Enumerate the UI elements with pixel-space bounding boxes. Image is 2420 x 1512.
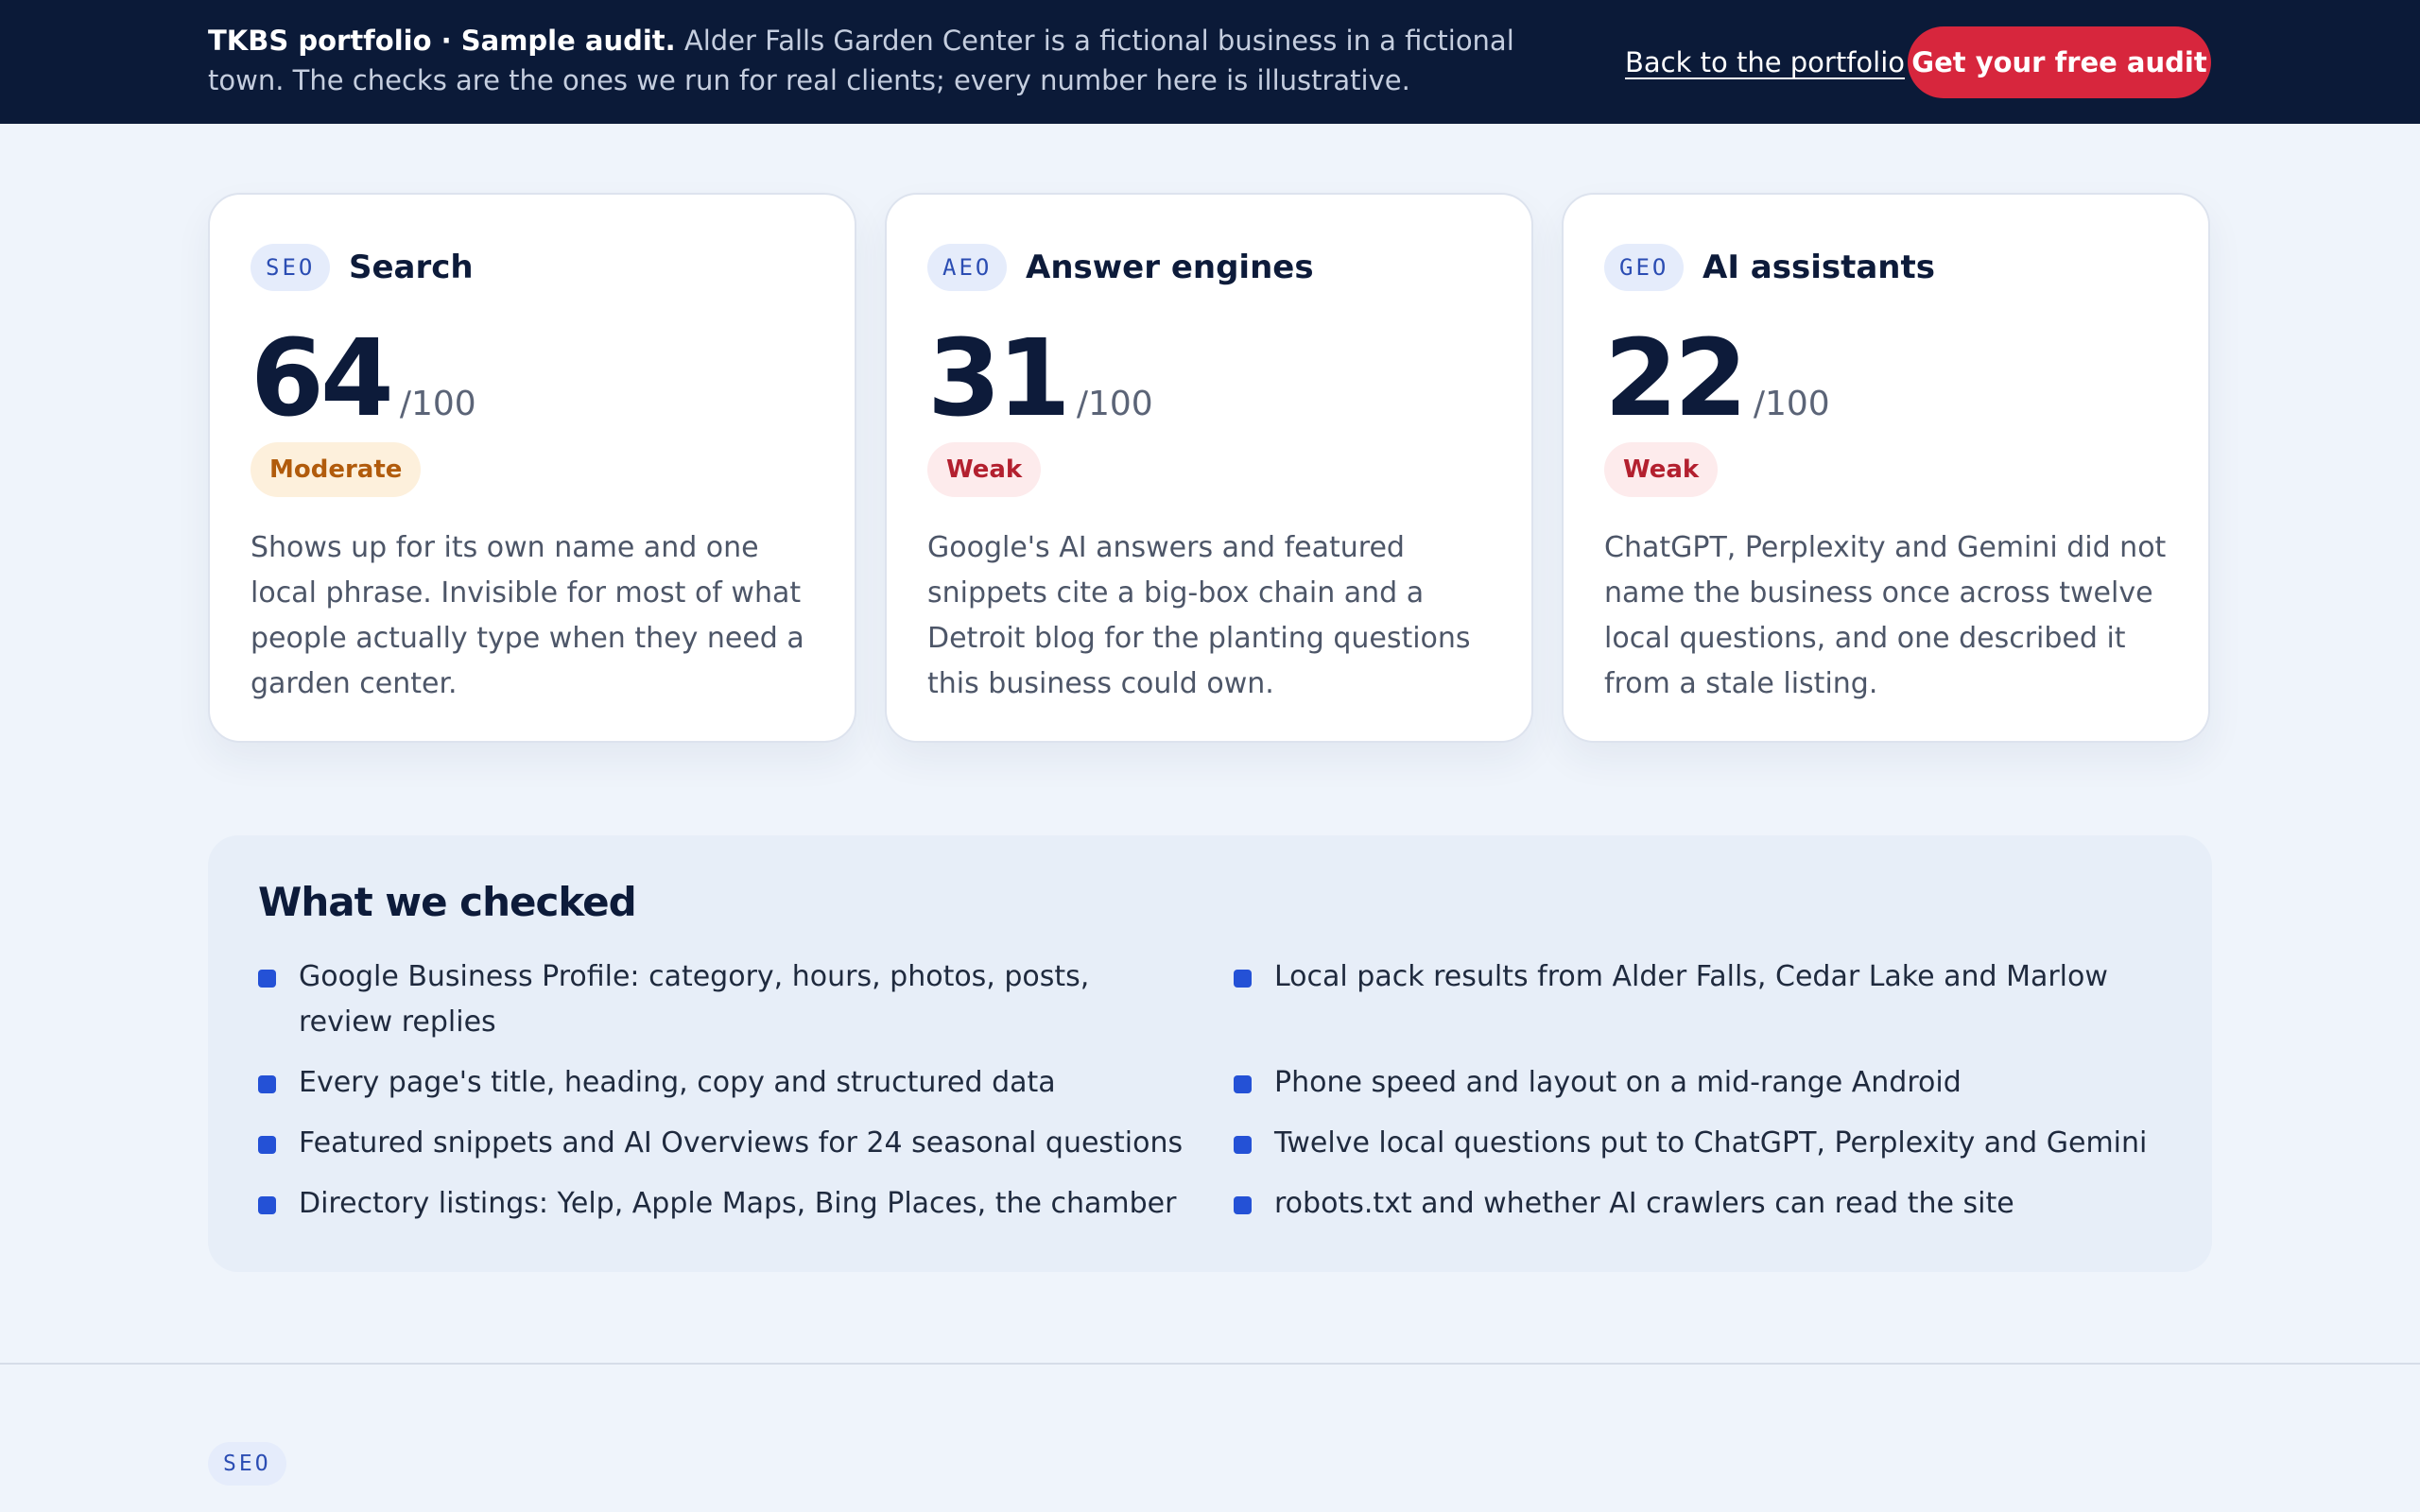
card-title: Answer engines bbox=[1026, 249, 1314, 286]
card-tag: AEO bbox=[927, 244, 1008, 291]
get-free-audit-button[interactable]: Get your free audit bbox=[1908, 26, 2211, 98]
score-card-geo: GEO AI assistants 22 /100 Weak ChatGPT, … bbox=[1562, 193, 2210, 743]
checklist-item-text: Local pack results from Alder Falls, Ced… bbox=[1274, 960, 2108, 993]
bullet-icon bbox=[258, 1196, 276, 1214]
checklist-item: Directory listings: Yelp, Apple Maps, Bi… bbox=[258, 1181, 1203, 1227]
rating-badge: Weak bbox=[1604, 442, 1719, 497]
sample-audit-banner: TKBS portfolio · Sample audit. Alder Fal… bbox=[0, 0, 2420, 124]
back-to-portfolio-link[interactable]: Back to the portfolio bbox=[1625, 46, 1906, 78]
score-value: 31 bbox=[927, 318, 1071, 440]
score-max: /100 bbox=[1076, 385, 1153, 423]
card-description: Shows up for its own name and one local … bbox=[251, 531, 804, 700]
what-we-checked-panel: What we checked Google Business Profile:… bbox=[208, 835, 2212, 1272]
bullet-icon bbox=[258, 1075, 276, 1093]
checklist-item-text: Google Business Profile: category, hours… bbox=[299, 960, 1090, 1039]
section-divider bbox=[0, 1363, 2420, 1365]
score-max: /100 bbox=[1753, 385, 1830, 423]
banner-lead: TKBS portfolio · Sample audit. bbox=[208, 25, 676, 57]
card-description: Google's AI answers and featured snippet… bbox=[927, 531, 1471, 700]
card-tag: SEO bbox=[251, 244, 331, 291]
card-description: ChatGPT, Perplexity and Gemini did not n… bbox=[1604, 531, 2167, 700]
seo-section-tag: SEO bbox=[208, 1442, 286, 1486]
score-value: 64 bbox=[251, 318, 394, 440]
bullet-icon bbox=[258, 1136, 276, 1154]
checklist-item: Phone speed and layout on a mid-range An… bbox=[1234, 1060, 2179, 1106]
bullet-icon bbox=[258, 970, 276, 988]
card-tag: GEO bbox=[1604, 244, 1685, 291]
checklist-item: Featured snippets and AI Overviews for 2… bbox=[258, 1121, 1203, 1166]
checklist-item-text: Every page's title, heading, copy and st… bbox=[299, 1066, 1056, 1099]
checklist-item: Every page's title, heading, copy and st… bbox=[258, 1060, 1166, 1106]
checklist-item-text: Phone speed and layout on a mid-range An… bbox=[1274, 1066, 1962, 1099]
score-card-aeo: AEO Answer engines 31 /100 Weak Google's… bbox=[885, 193, 1533, 743]
score: 22 /100 bbox=[1604, 318, 1830, 440]
banner-description: Alder Falls Garden Center is a fictional… bbox=[208, 25, 1514, 96]
what-we-checked-title: What we checked bbox=[258, 879, 637, 925]
checklist-item: Google Business Profile: category, hours… bbox=[258, 954, 1166, 1045]
bullet-icon bbox=[1234, 1196, 1252, 1214]
bullet-icon bbox=[1234, 970, 1252, 988]
bullet-icon bbox=[1234, 1136, 1252, 1154]
checklist-item: Twelve local questions put to ChatGPT, P… bbox=[1234, 1121, 2179, 1166]
checklist-item-text: Twelve local questions put to ChatGPT, P… bbox=[1274, 1126, 2148, 1160]
checklist-item-text: Directory listings: Yelp, Apple Maps, Bi… bbox=[299, 1187, 1177, 1220]
banner-notice: TKBS portfolio · Sample audit. Alder Fal… bbox=[208, 21, 1569, 100]
checklist-item-text: robots.txt and whether AI crawlers can r… bbox=[1274, 1187, 2014, 1220]
score-max: /100 bbox=[399, 385, 476, 423]
checklist-item-text: Featured snippets and AI Overviews for 2… bbox=[299, 1126, 1184, 1160]
checklist-item: Local pack results from Alder Falls, Ced… bbox=[1234, 954, 2179, 1000]
checklist-item: robots.txt and whether AI crawlers can r… bbox=[1234, 1181, 2179, 1227]
rating-badge: Weak bbox=[927, 442, 1042, 497]
bullet-icon bbox=[1234, 1075, 1252, 1093]
score: 31 /100 bbox=[927, 318, 1153, 440]
card-title: Search bbox=[349, 249, 474, 286]
rating-badge: Moderate bbox=[251, 442, 422, 497]
score: 64 /100 bbox=[251, 318, 476, 440]
score-value: 22 bbox=[1604, 318, 1748, 440]
score-card-seo: SEO Search 64 /100 Moderate Shows up for… bbox=[208, 193, 856, 743]
card-title: AI assistants bbox=[1703, 249, 1936, 286]
